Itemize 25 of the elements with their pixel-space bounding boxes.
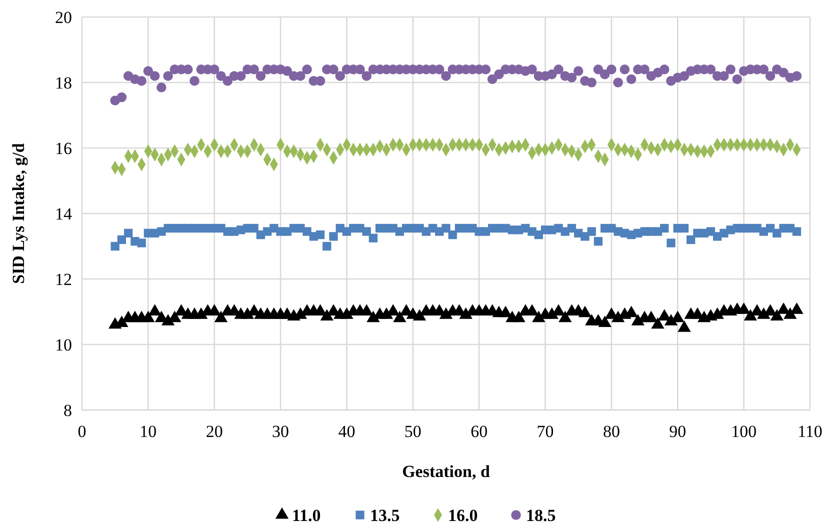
y-tick-label: 12	[55, 270, 72, 289]
legend-label: 13.5	[370, 506, 400, 525]
y-tick-label: 16	[55, 139, 72, 158]
x-tick-label: 90	[669, 422, 686, 441]
y-tick-label: 10	[55, 336, 72, 354]
x-tick-label: 70	[536, 422, 554, 441]
x-tick-label: 30	[272, 422, 290, 441]
x-axis-title: Gestation, d	[402, 462, 490, 481]
x-tick-label: 110	[798, 422, 822, 441]
y-axis-title: SID Lys Intake, g/d	[9, 142, 28, 284]
x-tick-label: 20	[206, 422, 223, 441]
legend-label: 16.0	[448, 506, 478, 525]
y-tick-label: 18	[55, 74, 72, 92]
legend-label: 18.5	[526, 506, 556, 525]
x-tick-label: 0	[78, 422, 86, 441]
y-tick-label: 20	[55, 8, 72, 27]
x-tick-label: 40	[338, 422, 356, 441]
y-tick-label: 14	[55, 204, 72, 224]
legend-label: 11.0	[292, 506, 321, 525]
x-tick-label: 100	[731, 422, 757, 441]
y-tick-label: 8	[64, 401, 72, 420]
x-tick-label: 50	[404, 422, 422, 441]
x-tick-label: 60	[470, 422, 488, 441]
x-tick-label: 10	[140, 422, 157, 441]
x-tick-label: 80	[602, 422, 620, 441]
